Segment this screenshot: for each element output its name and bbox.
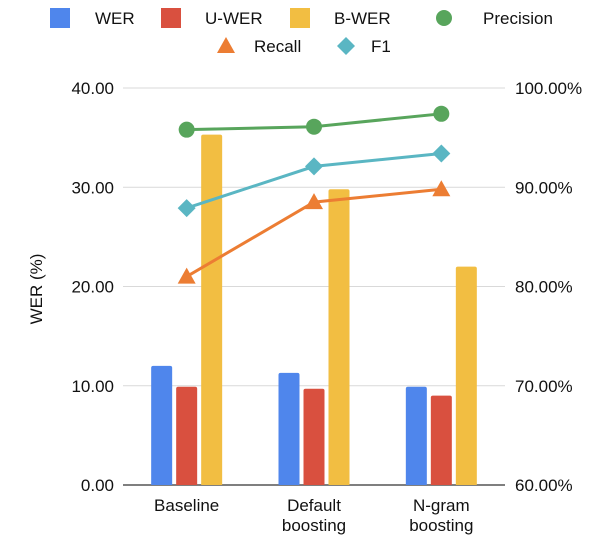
right-axis-ticks: 60.00% 70.00% 80.00% 90.00% 100.00% [515,79,582,495]
legend-recall-swatch [217,37,235,53]
legend-wer-label: WER [95,9,135,28]
x-tick-label: N-gram [413,496,470,515]
legend-precision-label: Precision [483,9,553,28]
f1-point [432,144,451,163]
legend-recall-label: Recall [254,37,301,56]
lines [177,105,451,284]
bar-u-wer [430,395,452,485]
recall-point [305,193,323,210]
right-tick-label: 90.00% [515,178,573,197]
legend-precision-swatch [436,10,452,26]
bar-b-wer [455,266,477,485]
recall-point [177,267,196,284]
legend-wer-swatch [50,8,70,28]
legend-f1-label: F1 [371,37,391,56]
left-tick-label: 40.00 [71,79,114,98]
bar-u-wer [176,386,198,485]
precision-point [306,118,322,135]
x-tick-label: Baseline [154,496,219,515]
precision-point [178,121,195,138]
x-tick-label: boosting [409,516,473,535]
legend-b-wer-swatch [290,8,310,28]
recall-point [432,180,451,197]
f1-point [305,157,323,176]
left-tick-label: 10.00 [71,377,114,396]
legend-f1-swatch [337,37,355,55]
left-tick-label: 20.00 [71,278,114,297]
bar-wer [405,386,427,485]
x-tick-label: Default [287,496,341,515]
left-tick-label: 30.00 [71,178,114,197]
left-tick-label: 0.00 [81,476,114,495]
bar-wer [151,365,173,485]
bar-b-wer [201,134,223,485]
left-axis-ticks: 0.00 10.00 20.00 30.00 40.00 [71,79,114,495]
legend-u-wer-swatch [161,8,181,28]
x-tick-label: boosting [282,516,346,535]
legend-u-wer-label: U-WER [205,9,263,28]
precision-point [433,105,450,122]
right-tick-label: 100.00% [515,79,582,98]
legend-b-wer-label: B-WER [334,9,391,28]
bar-b-wer [328,189,350,486]
bar-wer [278,372,300,485]
right-tick-label: 70.00% [515,377,573,396]
right-tick-label: 80.00% [515,278,573,297]
left-axis-label: WER (%) [27,254,46,325]
bars [151,134,477,486]
bar-u-wer [303,388,325,485]
legend: WER U-WER B-WER Precision Recall F1 [50,8,553,56]
right-tick-label: 60.00% [515,476,573,495]
f1-point [177,199,196,218]
